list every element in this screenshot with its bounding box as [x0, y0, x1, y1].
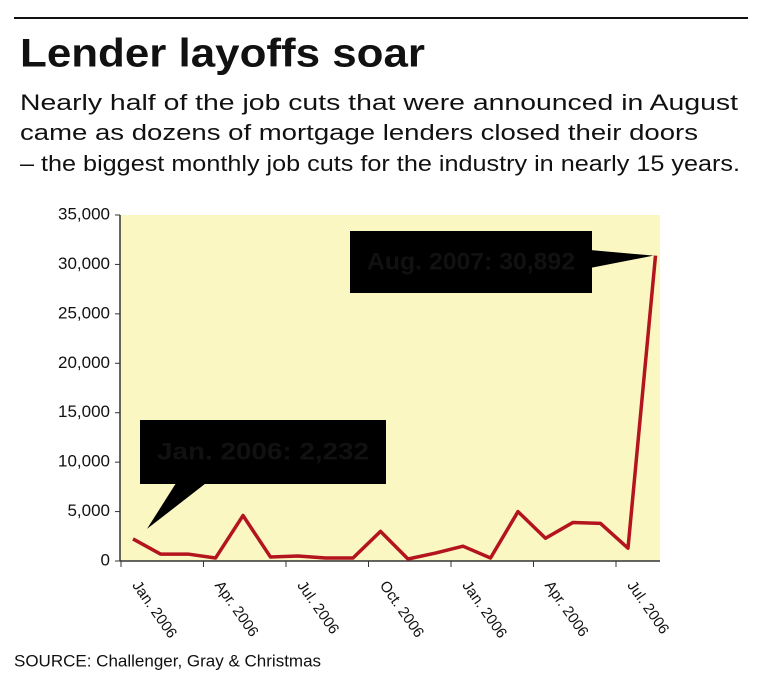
x-tick-label: Oct. 2006 — [376, 578, 427, 641]
x-tick-label: Apr. 2006 — [211, 578, 262, 640]
x-tick-label: Jul. 2006 — [293, 578, 342, 638]
y-tick-label: 35,000 — [58, 204, 110, 223]
y-tick-label: 20,000 — [58, 353, 110, 372]
subtitle: – the biggest monthly job cuts for the i… — [20, 151, 740, 176]
y-tick-label: 15,000 — [58, 402, 110, 421]
callout-text: Jan. 2006: 2,232 — [157, 438, 369, 465]
x-tick-label: Apr. 2006 — [541, 578, 592, 640]
callout-box — [140, 420, 386, 484]
chart-title: Lender layoffs soar — [20, 32, 425, 76]
x-tick-label: Jul. 2006 — [623, 578, 672, 638]
callout-box — [350, 231, 592, 293]
y-tick-label: 0 — [101, 550, 110, 569]
y-tick-label: 5,000 — [67, 501, 110, 520]
x-tick-label: Jan. 2006 — [458, 578, 510, 642]
callout-text: Aug. 2007: 30,892 — [367, 248, 575, 275]
callout-pointer — [590, 250, 654, 268]
y-tick-label: 10,000 — [58, 452, 110, 471]
callout-pointer — [147, 480, 210, 529]
y-tick-label: 25,000 — [58, 303, 110, 322]
subtitle: came as dozens of mortgage lenders close… — [20, 120, 698, 145]
y-tick-label: 30,000 — [58, 254, 110, 273]
x-tick-label: Jan. 2006 — [128, 578, 180, 642]
source: SOURCE: Challenger, Gray & Christmas — [14, 651, 321, 670]
subtitle: Nearly half of the job cuts that were an… — [20, 90, 738, 115]
line — [132, 255, 658, 561]
